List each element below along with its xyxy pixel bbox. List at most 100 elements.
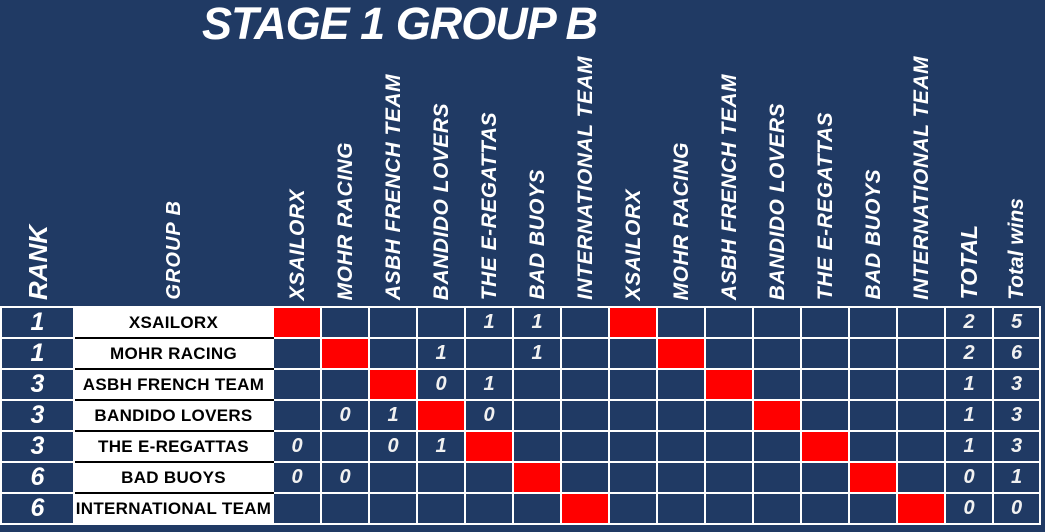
result-cell xyxy=(704,461,754,494)
result-cell xyxy=(416,492,466,525)
result-cell xyxy=(608,368,658,401)
total-wins-cell: 5 xyxy=(992,306,1041,339)
result-cell xyxy=(896,306,946,339)
result-cell xyxy=(320,492,370,525)
column-header-total-wins: Total wins xyxy=(993,0,1040,307)
column-header-opponent-9: MOHR RACING xyxy=(657,0,705,307)
team-name-cell: THE E-REGATTAS xyxy=(73,430,274,463)
result-cell xyxy=(608,399,658,432)
opponent-header-label: MOHR RACING xyxy=(333,141,357,300)
column-header-opponent-13: BAD BUOYS xyxy=(849,0,897,307)
rank-cell: 1 xyxy=(0,306,75,339)
result-cell xyxy=(272,399,322,432)
result-cell: 0 xyxy=(368,430,418,463)
column-header-opponent-6: BAD BUOYS xyxy=(513,0,561,307)
result-cell xyxy=(800,461,850,494)
rank-header-label: RANK xyxy=(22,224,53,300)
total-cell: 2 xyxy=(944,337,994,370)
result-cell xyxy=(752,337,802,370)
result-cell xyxy=(368,306,418,339)
rank-cell: 6 xyxy=(0,461,75,494)
page-title: STAGE 1 GROUP B xyxy=(202,0,598,49)
result-cell xyxy=(560,461,610,494)
result-cell xyxy=(752,430,802,463)
column-header-opponent-1: XSAILORX xyxy=(273,0,321,307)
diagonal-red-cell xyxy=(368,368,418,401)
column-header-total: TOTAL xyxy=(945,0,993,307)
team-name-cell: BANDIDO LOVERS xyxy=(73,399,274,432)
result-cell xyxy=(704,337,754,370)
table-row: 1 XSAILORX 1 1 2 5 xyxy=(0,306,1041,339)
total-header-label: TOTAL xyxy=(955,225,982,300)
opponent-header-label: BANDIDO LOVERS xyxy=(765,102,789,300)
total-wins-header-label: Total wins xyxy=(1005,198,1028,300)
result-cell xyxy=(800,337,850,370)
result-cell: 0 xyxy=(272,430,322,463)
result-cell xyxy=(656,306,706,339)
table-row: 6 BAD BUOYS 0 0 0 1 xyxy=(0,461,1041,494)
result-cell xyxy=(656,430,706,463)
opponent-header-label: BAD BUOYS xyxy=(525,169,549,300)
result-cell xyxy=(368,337,418,370)
table-row: 6 INTERNATIONAL TEAM 0 0 xyxy=(0,492,1041,525)
diagonal-red-cell xyxy=(656,337,706,370)
diagonal-red-cell xyxy=(512,461,562,494)
result-cell xyxy=(656,368,706,401)
opponent-header-label: INTERNATIONAL TEAM xyxy=(909,56,933,300)
result-cell xyxy=(656,461,706,494)
result-cell xyxy=(560,337,610,370)
column-header-opponent-14: INTERNATIONAL TEAM xyxy=(897,0,945,307)
column-header-opponent-8: XSAILORX xyxy=(609,0,657,307)
opponent-header-label: ASBH FRENCH TEAM xyxy=(717,73,741,300)
total-wins-cell: 1 xyxy=(992,461,1041,494)
table-row: 3 BANDIDO LOVERS 0 1 0 1 3 xyxy=(0,399,1041,432)
result-cell xyxy=(320,368,370,401)
table-row: 3 THE E-REGATTAS 0 0 1 1 3 xyxy=(0,430,1041,463)
total-wins-cell: 3 xyxy=(992,399,1041,432)
result-cell xyxy=(416,306,466,339)
result-cell xyxy=(608,492,658,525)
result-cell: 0 xyxy=(272,461,322,494)
result-cell xyxy=(848,337,898,370)
result-cell xyxy=(848,430,898,463)
result-cell xyxy=(896,368,946,401)
diagonal-red-cell xyxy=(752,399,802,432)
column-header-opponent-12: THE E-REGATTAS xyxy=(801,0,849,307)
result-cell: 0 xyxy=(464,399,514,432)
total-wins-cell: 3 xyxy=(992,368,1041,401)
table-row: 3 ASBH FRENCH TEAM 0 1 1 3 xyxy=(0,368,1041,401)
result-cell xyxy=(272,368,322,401)
result-cell: 1 xyxy=(464,368,514,401)
diagonal-red-cell xyxy=(608,306,658,339)
result-cell xyxy=(848,399,898,432)
result-cell xyxy=(512,399,562,432)
result-cell xyxy=(800,492,850,525)
result-cell xyxy=(560,399,610,432)
opponent-header-label: BANDIDO LOVERS xyxy=(429,102,453,300)
total-cell: 0 xyxy=(944,492,994,525)
result-cell: 1 xyxy=(416,337,466,370)
column-header-opponent-4: BANDIDO LOVERS xyxy=(417,0,465,307)
team-name-cell: MOHR RACING xyxy=(73,337,274,370)
result-cell: 0 xyxy=(320,399,370,432)
opponent-header-label: INTERNATIONAL TEAM xyxy=(573,56,597,300)
rank-cell: 3 xyxy=(0,430,75,463)
total-cell: 2 xyxy=(944,306,994,339)
opponent-header-label: ASBH FRENCH TEAM xyxy=(381,73,405,300)
result-cell xyxy=(752,306,802,339)
opponent-header-label: BAD BUOYS xyxy=(861,169,885,300)
result-cell xyxy=(512,430,562,463)
total-cell: 1 xyxy=(944,430,994,463)
team-name-cell: XSAILORX xyxy=(73,306,274,339)
result-cell xyxy=(704,306,754,339)
column-header-opponent-2: MOHR RACING xyxy=(321,0,369,307)
header-row: RANK GROUP B XSAILORX MOHR RACING ASBH FRE… xyxy=(1,0,1040,307)
opponent-header-label: THE E-REGATTAS xyxy=(477,111,501,300)
result-cell xyxy=(704,492,754,525)
diagonal-red-cell xyxy=(560,492,610,525)
column-header-rank: RANK xyxy=(1,0,74,307)
total-wins-cell: 3 xyxy=(992,430,1041,463)
result-cell xyxy=(320,306,370,339)
diagonal-red-cell xyxy=(464,430,514,463)
